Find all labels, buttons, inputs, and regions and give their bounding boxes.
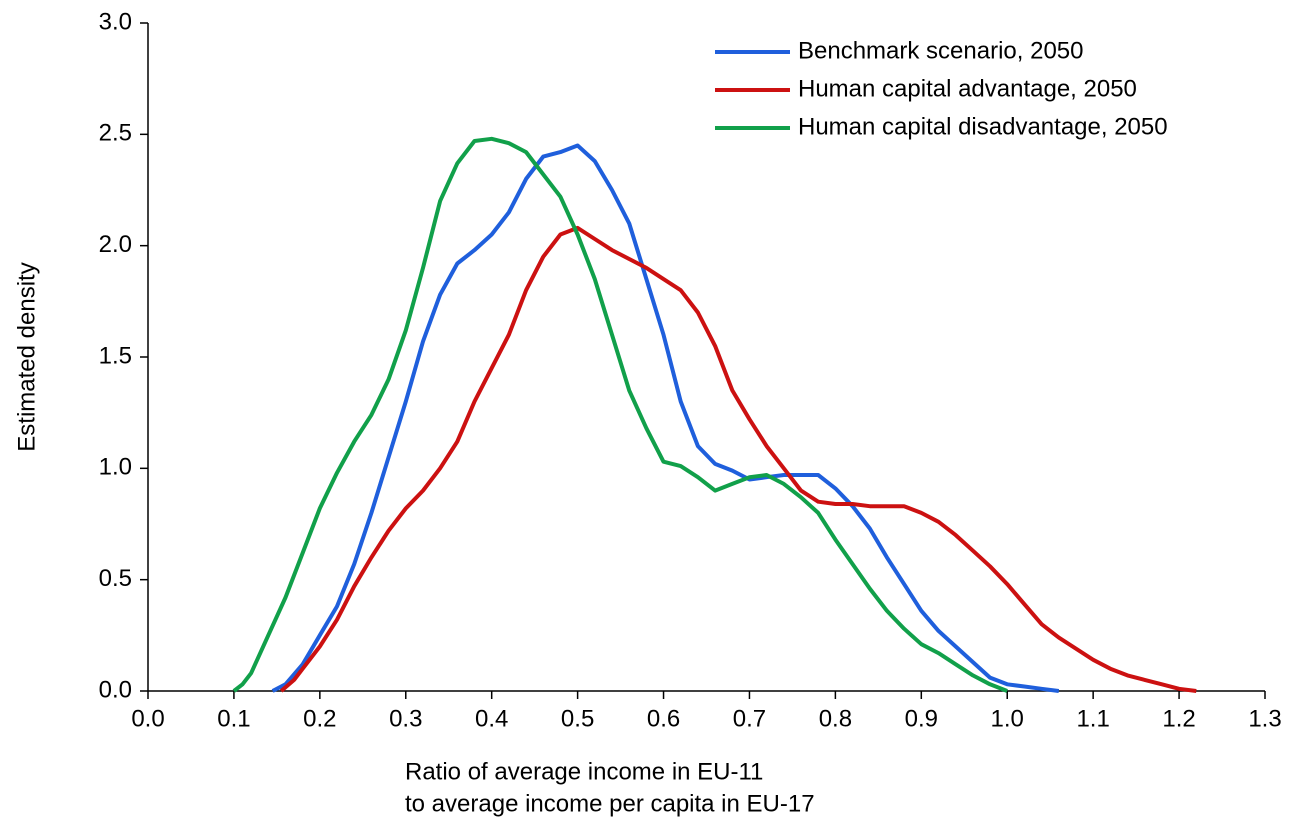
series-line	[279, 225, 1197, 693]
y-tick-label: 1.5	[99, 342, 132, 369]
y-tick-label: 3.0	[99, 8, 132, 35]
y-tick-label: 0.5	[99, 565, 132, 592]
y-tick-label: 0.0	[99, 676, 132, 703]
series-line	[232, 136, 1008, 693]
x-tick-label: 1.3	[1248, 705, 1281, 732]
x-tick-label: 0.4	[475, 705, 508, 732]
y-tick-label: 2.0	[99, 231, 132, 258]
x-tick-label: 0.9	[905, 705, 938, 732]
x-tick-label: 0.5	[561, 705, 594, 732]
x-axis-label: to average income per capita in EU-17	[405, 790, 815, 817]
x-tick-label: 1.0	[991, 705, 1024, 732]
x-tick-label: 0.0	[131, 705, 164, 732]
series-line	[271, 143, 1060, 693]
y-tick-label: 2.5	[99, 120, 132, 147]
x-tick-label: 1.1	[1076, 705, 1109, 732]
x-tick-label: 0.8	[819, 705, 852, 732]
y-axis-label: Estimated density	[13, 262, 40, 451]
legend-label: Benchmark scenario, 2050	[798, 37, 1084, 64]
x-tick-label: 0.3	[389, 705, 422, 732]
x-axis-label: Ratio of average income in EU-11	[405, 758, 763, 785]
x-tick-label: 0.1	[217, 705, 250, 732]
x-tick-label: 1.2	[1162, 705, 1195, 732]
legend-label: Human capital disadvantage, 2050	[798, 113, 1168, 140]
y-tick-label: 1.0	[99, 454, 132, 481]
legend-label: Human capital advantage, 2050	[798, 75, 1137, 102]
x-tick-label: 0.2	[303, 705, 336, 732]
x-tick-label: 0.6	[647, 705, 680, 732]
x-tick-label: 0.7	[733, 705, 766, 732]
